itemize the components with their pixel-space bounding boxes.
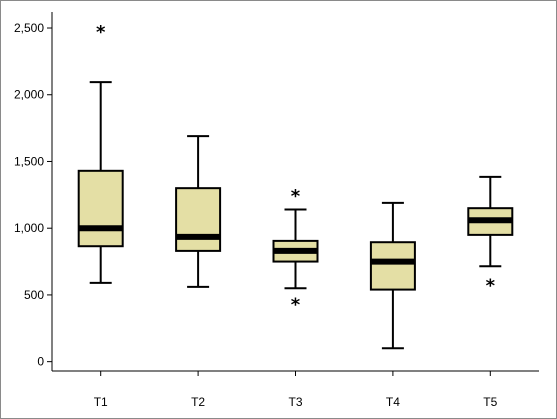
plot-area: 0 500 1,000 1,500 2,000 2,500 T1 T2 T3 T4 T5 * * * * [14, 12, 539, 409]
t1-box [77, 169, 124, 248]
x-tick-label: T1 [94, 395, 108, 409]
y-tick-label: 2,000 [14, 88, 44, 102]
x-tick-label: T4 [386, 395, 400, 409]
y-tick-label: 0 [37, 355, 44, 369]
y-tick-label: 1,500 [14, 154, 44, 168]
y-tick-label: 500 [24, 288, 44, 302]
t3-outlier: * [291, 186, 301, 207]
x-tick-label: T3 [288, 395, 302, 409]
x-tick-label: T5 [483, 395, 497, 409]
y-tick-label: 1,000 [14, 221, 44, 235]
x-tick-label: T2 [191, 395, 205, 409]
y-tick-label: 2,500 [14, 21, 44, 35]
t4-box [369, 241, 416, 291]
t3-outlier: * [291, 294, 301, 315]
t1-outlier: * [96, 22, 106, 43]
t2-box [175, 187, 222, 252]
t5-outlier: * [486, 276, 496, 297]
